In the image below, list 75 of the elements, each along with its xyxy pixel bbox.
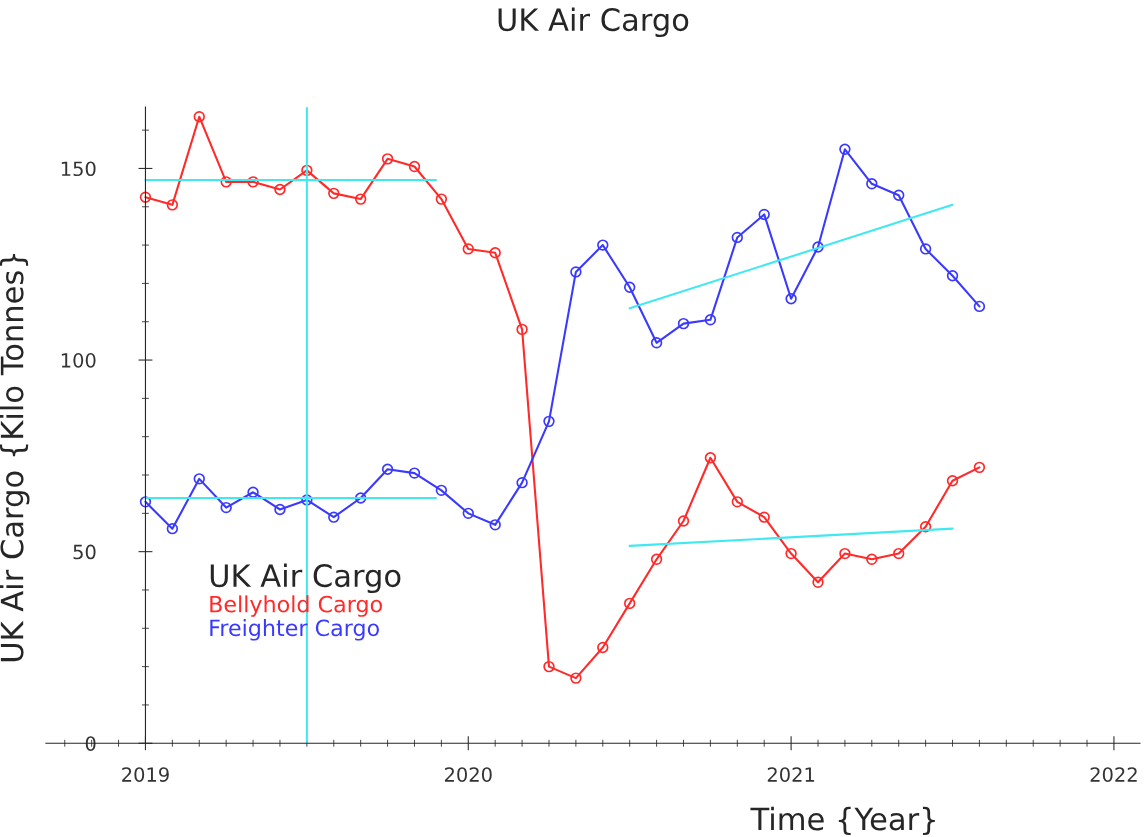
- point: [812, 576, 824, 589]
- point: [704, 452, 717, 464]
- point: [301, 494, 313, 506]
- point: [893, 547, 905, 560]
- point: [220, 501, 232, 514]
- point: [597, 239, 609, 251]
- legend-title: UK Air Cargo: [210, 563, 401, 594]
- point: [973, 461, 986, 474]
- point: [543, 415, 555, 428]
- point: [220, 176, 232, 188]
- point: [247, 176, 259, 188]
- point: [435, 193, 448, 205]
- y-axis-title: UK Air Cargo {Kilo Tonnes}: [0, 254, 30, 662]
- point: [785, 293, 797, 305]
- point: [677, 515, 690, 527]
- point: [166, 522, 179, 535]
- point: [758, 208, 770, 221]
- point: [597, 641, 609, 654]
- point: [785, 547, 797, 560]
- point: [301, 164, 313, 177]
- point: [570, 672, 582, 684]
- point: [274, 183, 286, 196]
- point: [919, 521, 932, 533]
- point: [812, 241, 824, 253]
- point: [274, 503, 286, 516]
- x-tick-label: 2021: [767, 767, 815, 782]
- point: [381, 153, 394, 165]
- point: [839, 143, 851, 155]
- point: [462, 243, 474, 255]
- x-tick-label: 2022: [1090, 767, 1137, 782]
- point: [623, 281, 636, 293]
- x-axis-title: Time {Year}: [750, 806, 935, 836]
- point: [489, 519, 501, 531]
- point: [489, 247, 501, 259]
- point: [166, 199, 179, 211]
- point: [328, 187, 340, 200]
- point: [946, 270, 959, 282]
- chart-title: UK Air Cargo: [498, 7, 689, 38]
- point: [408, 467, 421, 479]
- point: [650, 553, 663, 566]
- point: [570, 266, 582, 278]
- point: [381, 463, 394, 475]
- point: [516, 323, 528, 336]
- point: [193, 473, 205, 485]
- x-tick-label: 2019: [122, 767, 169, 782]
- point: [758, 511, 770, 523]
- point: [866, 178, 878, 190]
- x-tick-label: 2020: [444, 767, 492, 782]
- point: [462, 507, 474, 520]
- point: [839, 547, 851, 560]
- point: [193, 111, 205, 123]
- point: [139, 496, 152, 508]
- point: [408, 160, 421, 173]
- point: [435, 484, 448, 497]
- point: [543, 660, 555, 673]
- point: [328, 511, 340, 523]
- y-tick-label: 50: [73, 544, 96, 560]
- point: [893, 189, 905, 201]
- point: [650, 337, 663, 349]
- point: [919, 243, 932, 255]
- y-tick-label: 150: [61, 161, 96, 177]
- point: [354, 193, 367, 205]
- point: [731, 231, 743, 244]
- y-tick-label: 100: [61, 353, 96, 368]
- point: [139, 191, 152, 203]
- point: [973, 300, 986, 313]
- point: [354, 492, 367, 504]
- point: [623, 597, 636, 610]
- point: [677, 317, 690, 330]
- point: [516, 476, 528, 489]
- point: [946, 475, 959, 487]
- point: [731, 496, 743, 508]
- point: [704, 314, 717, 326]
- point: [247, 486, 259, 498]
- point: [866, 553, 878, 566]
